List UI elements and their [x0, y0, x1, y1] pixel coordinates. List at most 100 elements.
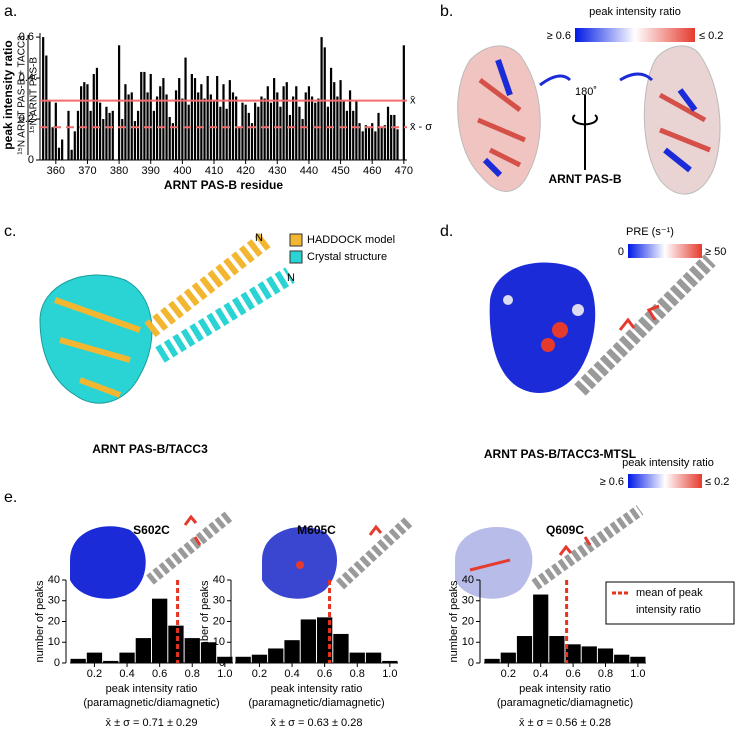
bar [326, 106, 330, 160]
bar [61, 139, 64, 160]
x-tick-label: 440 [300, 165, 318, 177]
x-tick-label: 0.6 [565, 668, 580, 680]
x-axis-title: peak intensity ratio [519, 683, 611, 695]
caption: ARNT PAS-B/TACC3-MTSL [484, 447, 636, 461]
bar [396, 129, 399, 160]
bar [130, 92, 133, 160]
bar [228, 80, 231, 160]
bar [83, 82, 86, 160]
x-tick-label: 430 [268, 165, 286, 177]
bar [159, 86, 162, 160]
bar [51, 127, 54, 160]
bar [133, 121, 137, 160]
rotation-label: 180˚ [575, 86, 597, 98]
bar [377, 112, 380, 160]
bar [197, 92, 200, 160]
bar [54, 102, 57, 160]
colorbar-label: 0 [618, 246, 624, 258]
bar [42, 37, 45, 161]
bar [152, 110, 156, 160]
bar [390, 114, 393, 160]
bar [367, 127, 371, 160]
bar [307, 86, 311, 160]
y-tick-label: 40 [48, 574, 60, 586]
y-axis-title: number of peaks [199, 580, 211, 662]
y-axis-title: ¹⁵N ARNT PAS-B [29, 57, 40, 133]
mean-legend: mean of peak intensity ratio [605, 581, 735, 625]
bar [288, 114, 292, 160]
x-tick-label: 0.8 [350, 668, 365, 680]
x-axis-title: (paramagnetic/diamagnetic) [83, 697, 219, 709]
histogram-bar [300, 619, 316, 663]
bar [212, 100, 216, 160]
panel-label: c. [4, 223, 16, 240]
bar [102, 119, 105, 160]
bar [124, 84, 127, 160]
legend-box [605, 581, 735, 625]
x-axis-title: (paramagnetic/diamagnetic) [497, 697, 633, 709]
histogram-bar [86, 652, 103, 663]
legend-swatch [289, 250, 303, 264]
bar [127, 94, 130, 160]
bar [348, 90, 352, 160]
x-tick-label: 1.0 [382, 668, 397, 680]
bar [238, 127, 241, 160]
colorbar [575, 28, 695, 42]
panel-label: d. [440, 223, 453, 240]
x-axis-title: ARNT PAS-B residue [164, 178, 283, 192]
chart-title: M605C [297, 523, 336, 537]
x-axis-title: (paramagnetic/diamagnetic) [248, 697, 384, 709]
y-axis-title: ¹⁵N ARNT PAS-B + TACC3 [17, 35, 28, 155]
legend-label: intensity ratio [636, 604, 701, 616]
protein-structure [39, 232, 295, 404]
bar [358, 123, 361, 160]
n-terminus-label: N [255, 232, 263, 244]
colorbar-label: ≥ 0.6 [547, 30, 571, 42]
y-tick-label: 20 [462, 615, 474, 627]
y-tick-label: 0 [219, 657, 225, 669]
bar [345, 110, 348, 160]
colorbar [628, 244, 702, 258]
bar [184, 57, 187, 161]
histogram-bar [152, 598, 168, 663]
bar [364, 125, 367, 160]
bar [95, 67, 99, 160]
panel-d: PRE (s⁻¹) 0 ≥ 50 ARNT PAS-B/TACC3-MTSL p… [484, 226, 729, 488]
histogram-bar [268, 648, 284, 663]
bar [304, 92, 307, 160]
bar [282, 86, 285, 160]
bar [317, 98, 320, 160]
colorbar [628, 474, 702, 488]
bar [216, 76, 219, 160]
y-axis-title: peak intensity ratio [1, 40, 15, 149]
bar [374, 131, 377, 160]
y-axis-title: number of peaks [448, 580, 460, 662]
x-tick-label: 0.8 [598, 668, 613, 680]
panel-label: a. [4, 3, 17, 20]
bar [320, 37, 323, 161]
bar [174, 90, 178, 160]
histogram-bar [597, 648, 614, 663]
x-tick-label: 0.2 [252, 668, 267, 680]
bar [206, 76, 209, 160]
bar [342, 100, 345, 160]
panel-label: e. [4, 489, 17, 506]
bar [108, 112, 111, 160]
histogram-bar [200, 642, 217, 663]
bar [339, 80, 342, 160]
bar [178, 78, 181, 160]
histogram-bar [284, 640, 300, 663]
panel-c: N N ARNT PAS-B/TACC3 [39, 232, 295, 456]
chart-title: S602C [133, 523, 170, 537]
colorbar-title: PRE (s⁻¹) [626, 226, 674, 238]
bar [273, 78, 276, 160]
bar [86, 84, 89, 160]
histogram-bar [103, 660, 119, 663]
bar [257, 106, 260, 160]
bar [383, 125, 386, 160]
bar [99, 102, 102, 160]
bar [276, 92, 279, 160]
x-tick-label: 0.2 [87, 668, 102, 680]
histogram-bar [516, 636, 533, 663]
